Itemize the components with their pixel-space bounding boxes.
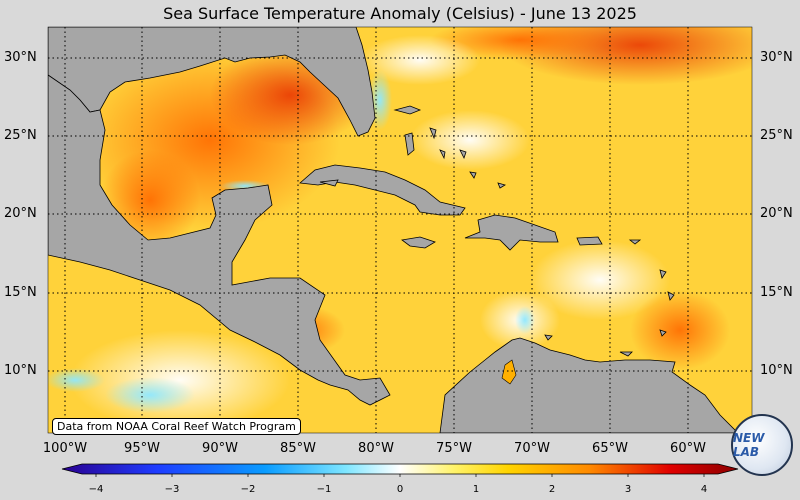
lon-label: 60°W (670, 441, 706, 456)
lat-label-right: 15°N (760, 285, 793, 300)
colorbar-tick: −1 (316, 484, 332, 495)
lon-label: 75°W (436, 441, 472, 456)
lon-label: 70°W (514, 441, 550, 456)
puerto-rico (576, 236, 603, 246)
colorbar-tick: 0 (396, 484, 404, 495)
land-masses (48, 27, 741, 433)
lake-maracaibo (501, 359, 517, 385)
lab-logo-icon: NEW LAB (731, 414, 793, 476)
colorbar-tick: 4 (700, 484, 708, 495)
mexico-central-america (48, 74, 391, 406)
lat-label-right: 30°N (760, 50, 793, 65)
map-title: Sea Surface Temperature Anomaly (Celsius… (163, 4, 637, 23)
colorbar-tick: −3 (164, 484, 180, 495)
colorbar-tick: −4 (88, 484, 104, 495)
colorbar-tick: 3 (624, 484, 632, 495)
lat-label-left: 25°N (4, 128, 37, 143)
lat-label-left: 30°N (4, 50, 37, 65)
lon-label: 85°W (280, 441, 316, 456)
lat-label-left: 10°N (4, 363, 37, 378)
lat-label-right: 20°N (760, 206, 793, 221)
lat-label-left: 15°N (4, 285, 37, 300)
colorbar-tick: 2 (548, 484, 556, 495)
lat-label-right: 10°N (760, 363, 793, 378)
lon-label: 65°W (592, 441, 628, 456)
logo-text: NEW LAB (733, 431, 765, 459)
lon-label: 95°W (124, 441, 160, 456)
lon-label: 80°W (358, 441, 394, 456)
cuba (299, 164, 466, 216)
colorbar-tick: 1 (472, 484, 480, 495)
south-america (439, 337, 741, 433)
jamaica (401, 236, 436, 249)
lat-label-right: 25°N (760, 128, 793, 143)
gridlines (48, 27, 752, 433)
colorbar-tick: −2 (240, 484, 256, 495)
lat-label-left: 20°N (4, 206, 37, 221)
colorbar (61, 463, 739, 477)
hispaniola (464, 214, 559, 251)
lon-label: 90°W (202, 441, 238, 456)
data-credit: Data from NOAA Coral Reef Watch Program (52, 418, 301, 435)
lon-label: 100°W (42, 441, 88, 456)
